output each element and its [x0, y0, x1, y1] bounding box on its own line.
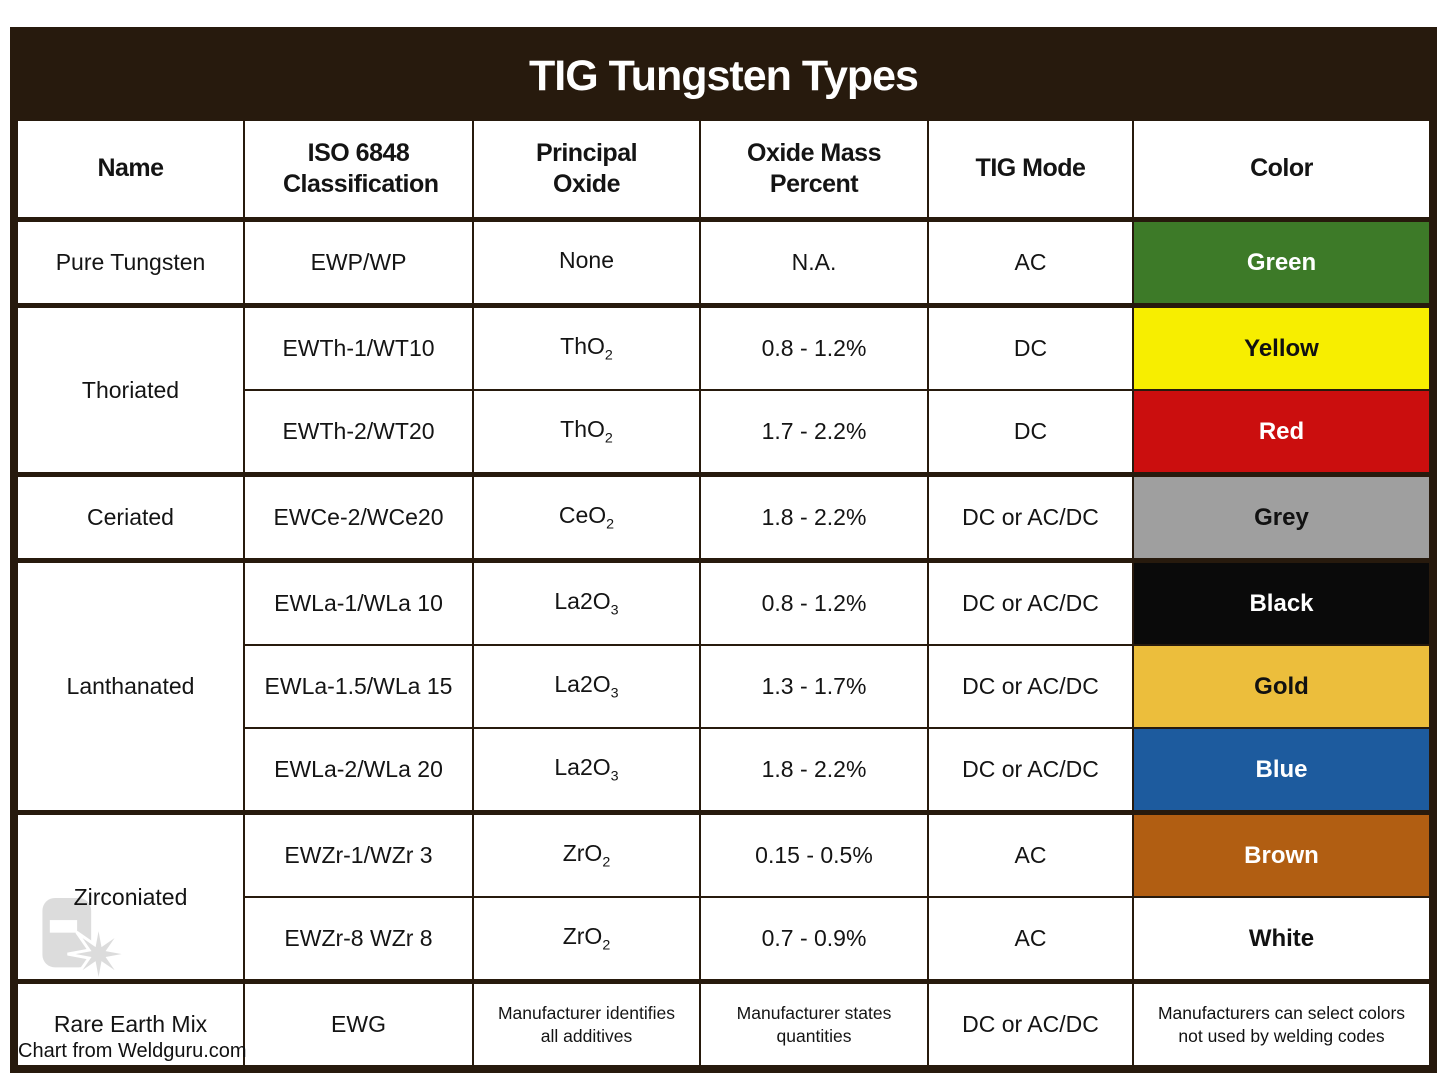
header-row: Name ISO 6848 Classification Principal O…	[16, 119, 1431, 221]
tungsten-types-table-frame: TIG Tungsten Types Name ISO 6848 Classif…	[10, 27, 1437, 1073]
percent-cell: 1.3 - 1.7%	[699, 644, 929, 729]
percent-cell: 0.7 - 0.9%	[699, 896, 929, 983]
color-note-cell: Manufacturers can select colors not used…	[1132, 979, 1431, 1067]
mode-cell: AC	[927, 217, 1134, 307]
color-swatch-cell: Blue	[1132, 727, 1431, 814]
table-row: EWLa-1.5/WLa 15 La2O3 1.3 - 1.7% DC or A…	[17, 644, 1431, 729]
mode-cell: DC or AC/DC	[927, 472, 1134, 562]
oxide-cell: La2O3	[472, 727, 701, 814]
color-swatch-cell: Gold	[1132, 644, 1431, 729]
percent-cell: 0.8 - 1.2%	[699, 303, 929, 391]
oxide-cell: CeO2	[472, 472, 701, 562]
table-row: EWTh-2/WT20 ThO2 1.7 - 2.2% DC Red	[17, 389, 1431, 476]
percent-cell: 1.8 - 2.2%	[699, 472, 929, 562]
percent-cell: 0.8 - 1.2%	[699, 558, 929, 646]
name-cell: Lanthanated	[16, 558, 245, 814]
oxide-subscript: 2	[604, 347, 613, 364]
iso-cell: EWP/WP	[243, 217, 474, 307]
oxide-subscript: 3	[610, 768, 619, 785]
oxide-cell: None	[472, 217, 701, 307]
table-row: Thoriated EWTh-1/WT10 ThO2 0.8 - 1.2% DC…	[16, 303, 1431, 476]
oxide-formula: La2O	[554, 671, 611, 698]
oxide-subscript: 2	[602, 937, 611, 954]
oxide-cell: ZrO2	[472, 896, 701, 983]
color-swatch-cell: Yellow	[1132, 303, 1431, 391]
column-header-oxide: Principal Oxide	[472, 119, 701, 221]
mode-cell: AC	[927, 810, 1134, 898]
mode-cell: DC or AC/DC	[927, 644, 1134, 729]
percent-cell: 1.8 - 2.2%	[699, 727, 929, 814]
iso-cell: EWLa-1.5/WLa 15	[243, 644, 474, 729]
oxide-cell: Manufacturer identifies all additives	[472, 979, 701, 1067]
percent-cell: N.A.	[699, 217, 929, 307]
oxide-cell: La2O3	[472, 644, 701, 729]
oxide-cell: ThO2	[472, 389, 701, 476]
oxide-cell: ThO2	[472, 303, 701, 391]
table-title-bar: TIG Tungsten Types	[16, 33, 1431, 119]
column-header-color: Color	[1132, 119, 1431, 221]
column-header-name: Name	[16, 119, 245, 221]
column-header-iso: ISO 6848 Classification	[243, 119, 474, 221]
name-cell: Pure Tungsten	[16, 217, 245, 307]
oxide-note: Manufacturer identifies all additives	[497, 1002, 676, 1046]
iso-cell: EWTh-2/WT20	[243, 389, 474, 476]
iso-cell: EWLa-2/WLa 20	[243, 727, 474, 814]
oxide-formula: La2O	[554, 588, 611, 615]
table-row: Pure Tungsten EWP/WP None N.A. AC Green	[16, 217, 1431, 307]
oxide-formula: ZrO	[562, 923, 603, 950]
iso-cell: EWLa-1/WLa 10	[243, 558, 474, 646]
table-row: Zirconiated EWZr-1/WZr 3 ZrO2 0.15 - 0.5…	[16, 810, 1431, 983]
mode-cell: DC	[927, 389, 1134, 476]
tungsten-types-table: Name ISO 6848 Classification Principal O…	[16, 119, 1431, 1067]
mode-cell: AC	[927, 896, 1134, 983]
name-cell: Thoriated	[16, 303, 245, 476]
table-row: EWLa-2/WLa 20 La2O3 1.8 - 2.2% DC or AC/…	[17, 727, 1431, 814]
column-header-mode: TIG Mode	[927, 119, 1134, 221]
oxide-formula: ThO	[560, 333, 605, 360]
iso-cell: EWTh-1/WT10	[243, 303, 474, 391]
oxide-subscript: 2	[606, 516, 615, 533]
color-swatch-cell: Brown	[1132, 810, 1431, 898]
percent-cell: Manufacturer states quantities	[699, 979, 929, 1067]
percent-cell: 0.15 - 0.5%	[699, 810, 929, 898]
table-row: Lanthanated EWLa-1/WLa 10 La2O3 0.8 - 1.…	[16, 558, 1431, 814]
oxide-subscript: 3	[610, 602, 619, 619]
table-row: Rare Earth Mix EWG Manufacturer identifi…	[16, 979, 1431, 1067]
source-caption: Chart from Weldguru.com	[18, 1040, 247, 1062]
iso-cell: EWG	[243, 979, 474, 1067]
oxide-subscript: 3	[610, 685, 619, 702]
iso-cell: EWCe-2/WCe20	[243, 472, 474, 562]
mode-cell: DC or AC/DC	[927, 979, 1134, 1067]
color-swatch-cell: Grey	[1132, 472, 1431, 562]
oxide-cell: La2O3	[472, 558, 701, 646]
name-cell: Zirconiated	[16, 810, 245, 983]
iso-cell: EWZr-1/WZr 3	[243, 810, 474, 898]
percent-cell: 1.7 - 2.2%	[699, 389, 929, 476]
table-row: EWZr-8 WZr 8 ZrO2 0.7 - 0.9% AC White	[17, 896, 1431, 983]
oxide-formula: ZrO	[562, 840, 603, 867]
name-cell: Rare Earth Mix	[16, 979, 245, 1067]
color-swatch-cell: Red	[1132, 389, 1431, 476]
iso-cell: EWZr-8 WZr 8	[243, 896, 474, 983]
oxide-formula: None	[559, 247, 614, 274]
column-header-percent: Oxide Mass Percent	[699, 119, 929, 221]
color-swatch-cell: Black	[1132, 558, 1431, 646]
oxide-formula: La2O	[554, 754, 611, 781]
mode-cell: DC or AC/DC	[927, 558, 1134, 646]
oxide-subscript: 2	[604, 430, 613, 447]
oxide-formula: CeO	[558, 502, 607, 529]
color-swatch-cell: White	[1132, 896, 1431, 983]
table-row: Ceriated EWCe-2/WCe20 CeO2 1.8 - 2.2% DC…	[16, 472, 1431, 562]
page-title: TIG Tungsten Types	[529, 51, 919, 100]
name-cell: Ceriated	[16, 472, 245, 562]
oxide-cell: ZrO2	[472, 810, 701, 898]
mode-cell: DC	[927, 303, 1134, 391]
oxide-subscript: 2	[602, 854, 611, 871]
mode-cell: DC or AC/DC	[927, 727, 1134, 814]
oxide-formula: ThO	[560, 416, 605, 443]
color-swatch-cell: Green	[1132, 217, 1431, 307]
